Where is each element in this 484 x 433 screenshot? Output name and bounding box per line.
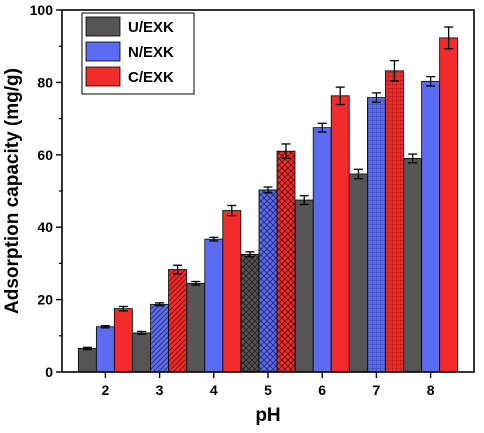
bar-pattern [259,189,277,372]
bar [132,332,151,373]
bar [403,158,423,373]
y-tick-label: 40 [37,219,53,235]
x-axis: 2 3 4 5 6 7 8 [101,372,435,398]
x-tick-label: 7 [373,382,381,398]
bar [294,199,314,373]
legend-label: N/EXK [128,44,174,61]
y-tick-label: 80 [37,74,53,90]
error-bars-layer [82,26,454,351]
y-tick-label: 20 [37,292,53,308]
y-tick-label: 100 [30,2,54,18]
bar-pattern [367,97,386,372]
bar-pattern [150,304,169,372]
bar [95,326,115,373]
y-axis-title: Adsorption capacity (mg/g) [2,68,23,314]
bar [204,238,224,373]
legend-swatch [85,66,121,87]
legend-label: C/EXK [128,69,174,86]
bar-pattern [241,254,259,372]
bar-pattern [385,70,404,372]
bar-pattern [277,151,295,372]
bar [77,348,97,373]
x-tick-label: 3 [156,382,164,398]
x-tick-label: 2 [101,382,109,398]
legend-swatch [85,16,121,37]
x-axis-title: pH [255,405,280,426]
bars-layer [77,37,459,373]
bar [439,37,459,373]
bar [186,282,206,373]
legend: U/EXK N/EXK C/EXK [81,12,195,95]
x-tick-label: 5 [264,382,272,398]
x-tick-label: 8 [427,382,435,398]
bar [222,210,242,373]
legend-swatch [85,41,121,62]
y-tick-label: 0 [45,364,53,380]
bar [421,80,441,373]
bar-pattern [168,269,187,372]
x-tick-label: 4 [210,382,218,398]
bar [312,127,332,373]
bar [349,173,368,373]
x-tick-label: 6 [318,382,326,398]
y-axis: 0 20 40 60 80 100 [30,2,62,380]
bar [113,308,133,373]
y-tick-label: 60 [37,147,53,163]
bar [330,95,350,373]
legend-label: U/EXK [128,19,174,36]
